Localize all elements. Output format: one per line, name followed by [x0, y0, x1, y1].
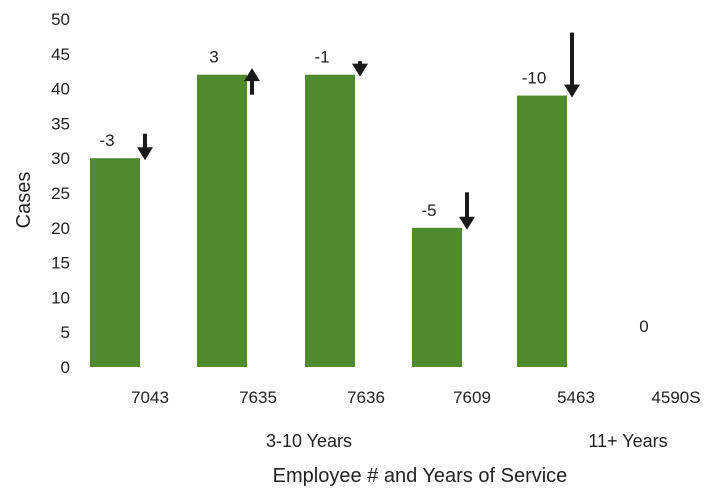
y-tick-label: 50: [51, 10, 70, 29]
data-label-4590S: 0: [639, 317, 648, 336]
group-labels: 3-10 Years 11+ Years: [266, 431, 668, 451]
y-tick-label: 40: [51, 80, 70, 99]
y-tick-label: 25: [51, 184, 70, 203]
arrow-down-icon: [459, 192, 475, 230]
bar-7609: [412, 227, 462, 367]
arrow-up-icon: [244, 68, 260, 95]
x-tick-label: 4590S: [651, 388, 700, 407]
y-tick-label: 30: [51, 149, 70, 168]
bar-5463: [517, 95, 567, 367]
x-tick-label: 7635: [239, 388, 277, 407]
data-label-7636: -1: [314, 48, 329, 67]
y-tick-label: 0: [61, 358, 70, 377]
data-label-5463: -10: [522, 69, 547, 88]
y-axis-ticks: 0 5 10 15 20 25 30 35 40 45 50: [51, 10, 70, 377]
x-tick-label: 7636: [347, 388, 385, 407]
bar-7636: [305, 74, 355, 368]
x-tick-label: 5463: [557, 388, 595, 407]
y-tick-label: 5: [61, 323, 70, 342]
x-axis-tick-labels: 7043 7635 7636 7609 5463 4590S: [131, 388, 701, 407]
data-label-7635: 3: [209, 48, 218, 67]
bar-7635: [197, 74, 247, 368]
group-label: 3-10 Years: [266, 431, 352, 451]
data-label-7609: -5: [421, 201, 436, 220]
y-tick-label: 20: [51, 219, 70, 238]
bar-7043: [90, 158, 140, 367]
arrow-down-icon: [564, 32, 580, 98]
y-tick-label: 15: [51, 254, 70, 273]
x-axis-title: Employee # and Years of Service: [273, 465, 568, 487]
y-tick-label: 10: [51, 288, 70, 307]
y-tick-label: 45: [51, 45, 70, 64]
x-tick-label: 7609: [453, 388, 491, 407]
y-tick-label: 35: [51, 114, 70, 133]
bars: [90, 74, 567, 368]
x-tick-label: 7043: [131, 388, 169, 407]
y-axis-title: Cases: [13, 172, 35, 229]
arrow-down-icon: [352, 61, 368, 77]
arrow-down-icon: [137, 133, 153, 161]
group-label: 11+ Years: [588, 431, 667, 451]
data-labels: -3 3 -1 -5 -10 0: [99, 48, 648, 337]
data-label-7043: -3: [99, 131, 114, 150]
change-arrows: [137, 32, 580, 230]
